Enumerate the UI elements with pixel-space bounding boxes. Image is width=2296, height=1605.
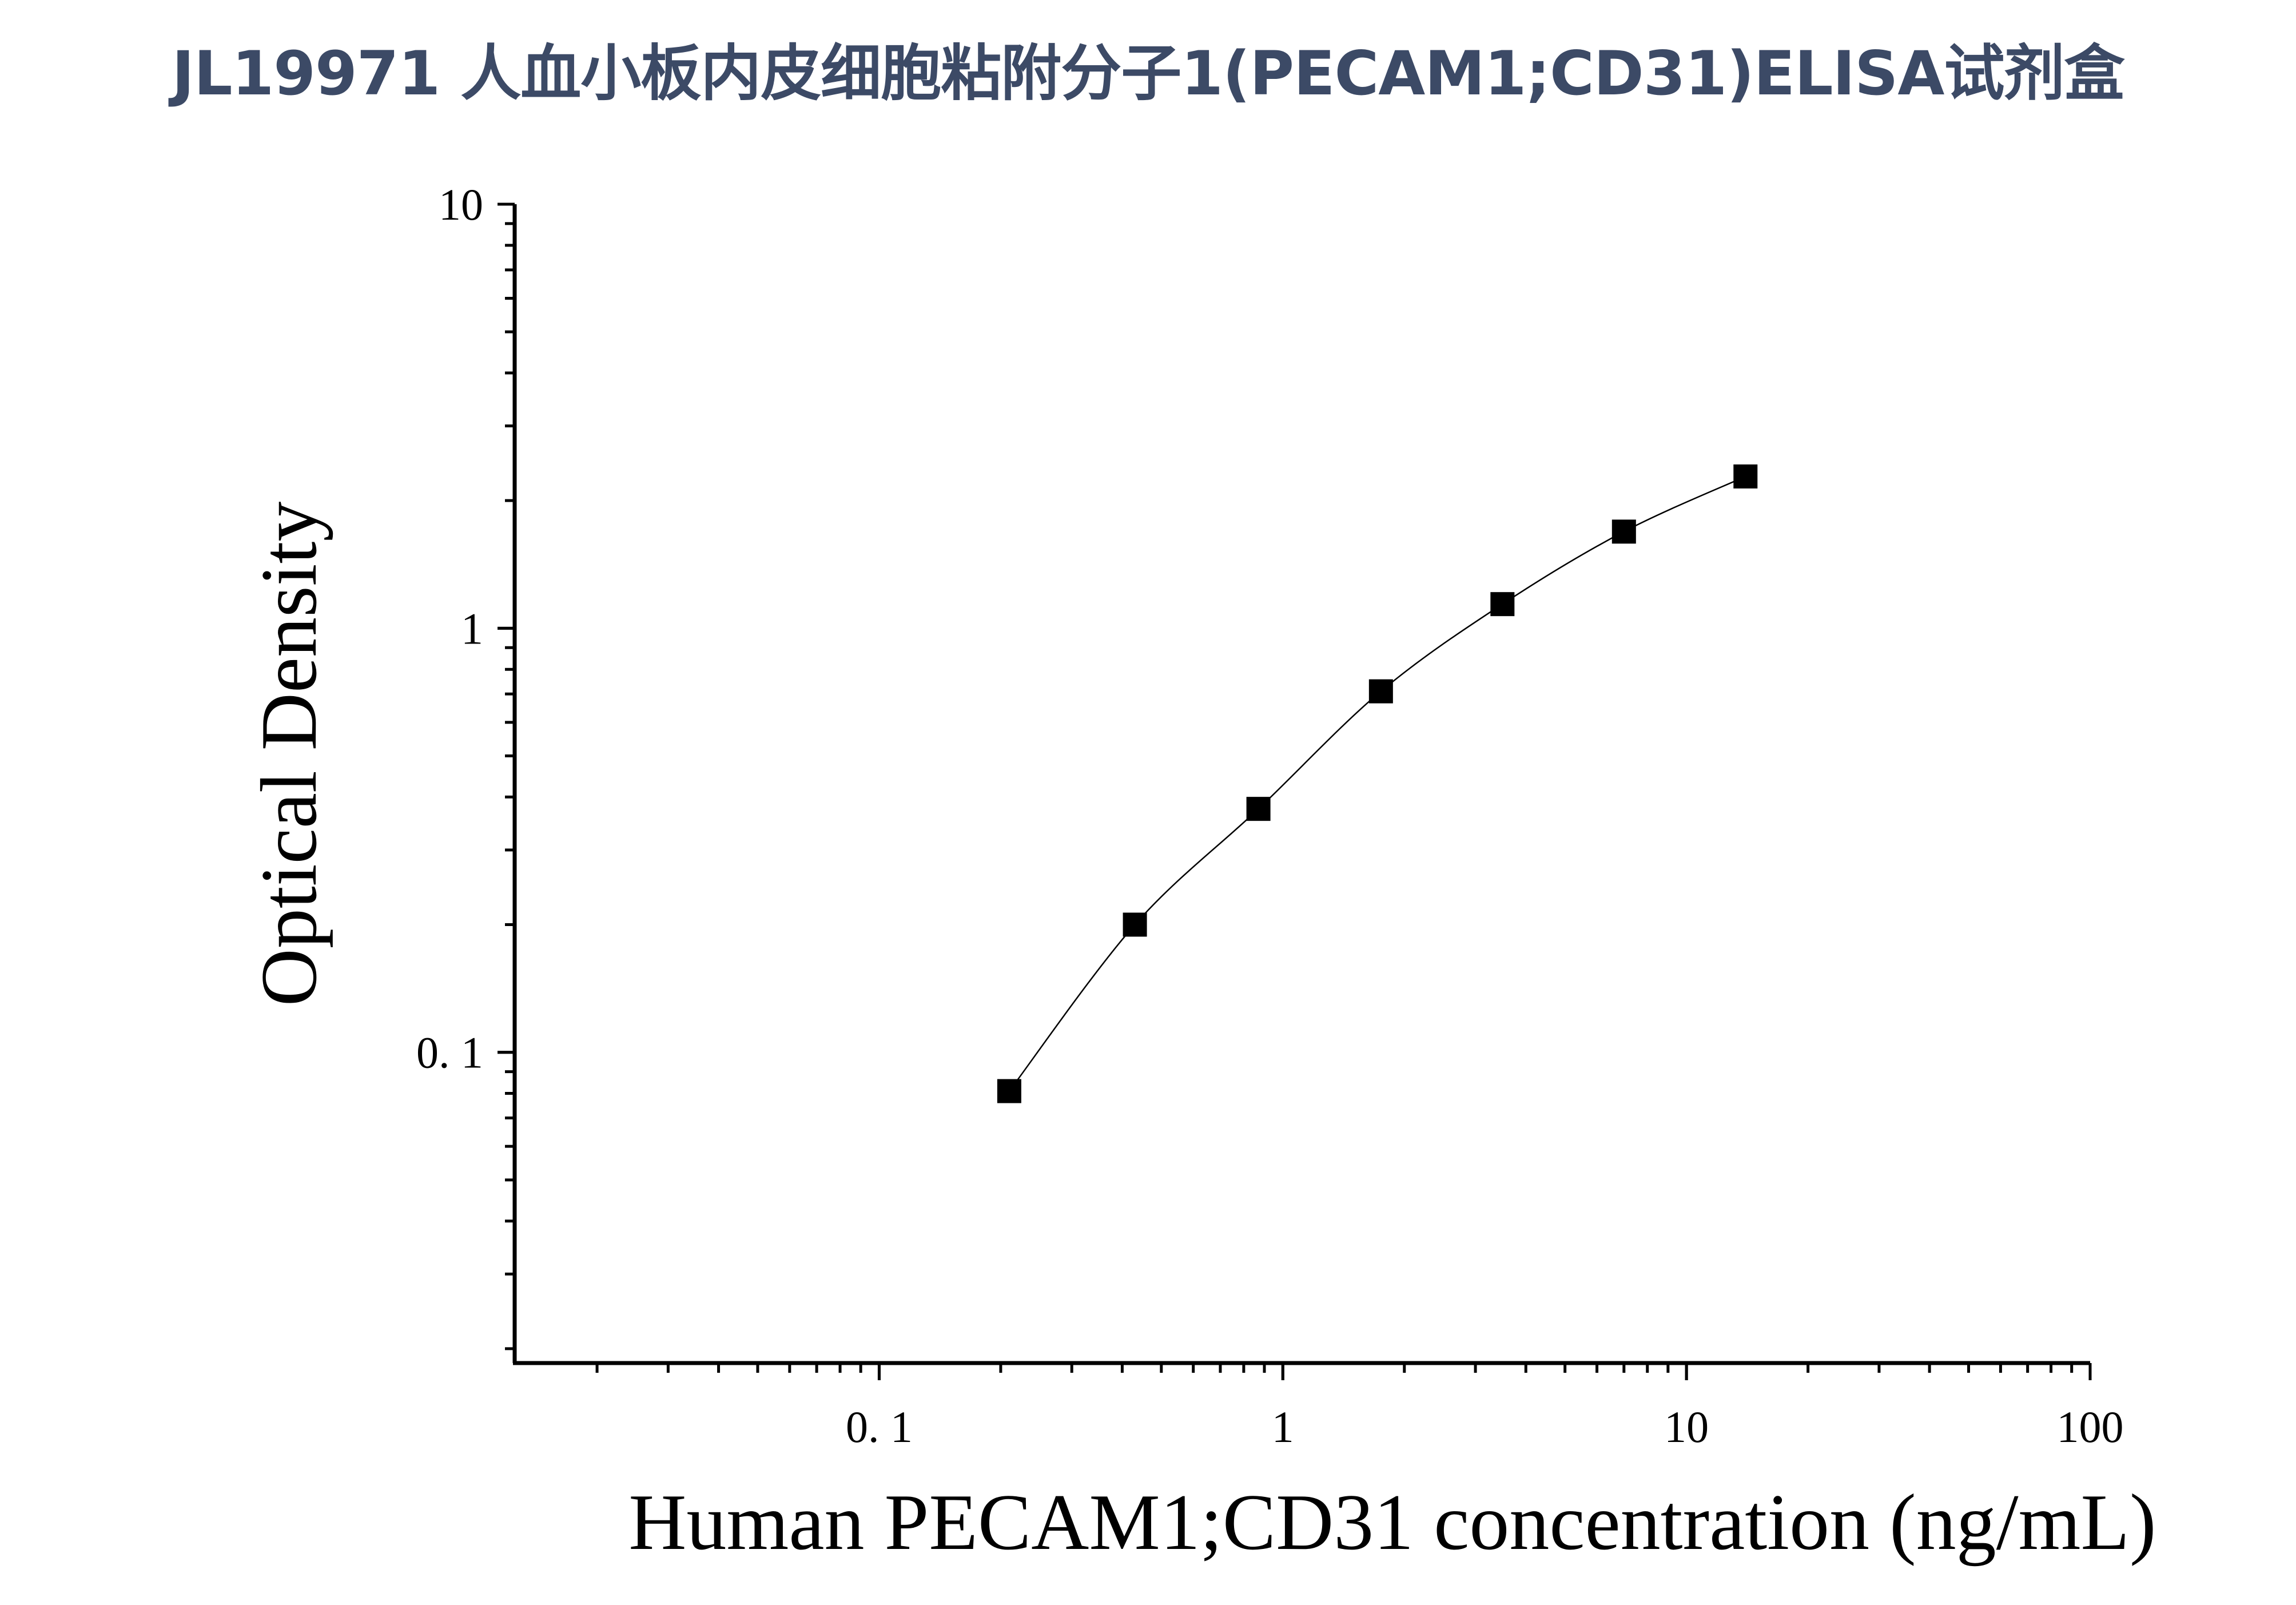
x-tick-label: 1	[1272, 1402, 1294, 1452]
data-point	[997, 1079, 1021, 1103]
x-axis-label: Human PECAM1;CD31 concentration (ng/mL)	[628, 1478, 2156, 1567]
axis-ticks	[498, 202, 2092, 1380]
y-tick-label: 0. 1	[416, 1028, 483, 1078]
data-points	[997, 464, 1758, 1103]
y-axis-label: Optical Density	[245, 502, 333, 1007]
x-tick-label: 100	[2057, 1402, 2124, 1452]
fit-curve	[1008, 475, 1746, 1092]
data-point	[1246, 797, 1271, 821]
data-point	[1733, 464, 1758, 488]
page-title: JL19971 人血小板内皮细胞粘附分子1(PECAM1;CD31)ELISA试…	[172, 38, 2125, 109]
axis-tick-labels: 0. 1 1 10 100 0. 1 1 10	[416, 180, 2124, 1452]
axes	[512, 204, 2090, 1365]
data-point	[1368, 679, 1393, 704]
y-tick-label: 10	[439, 180, 483, 229]
data-point	[1490, 592, 1515, 617]
data-point	[1611, 519, 1636, 544]
data-point	[1123, 912, 1147, 937]
y-tick-label: 1	[461, 603, 483, 653]
x-tick-label: 10	[1664, 1402, 1709, 1452]
x-tick-label: 0. 1	[846, 1402, 913, 1452]
